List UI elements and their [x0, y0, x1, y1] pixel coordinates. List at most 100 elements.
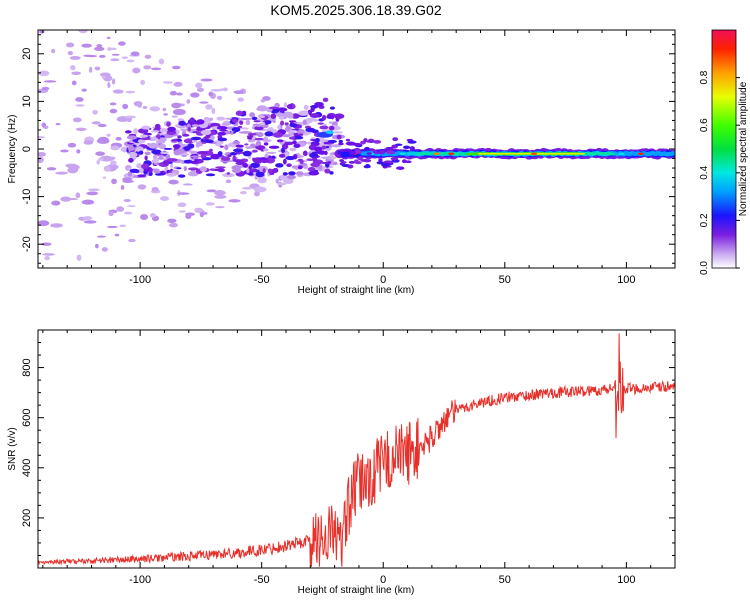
- spectrogram-cluster-mark: [273, 132, 283, 138]
- colorbar-tick-label: 0.2: [699, 213, 710, 227]
- spectrogram-cluster-mark: [310, 106, 315, 113]
- spectrogram-scatter-mark: [240, 191, 247, 195]
- spectrogram-scatter-mark: [196, 87, 205, 92]
- spectrogram-cluster-mark: [182, 133, 190, 137]
- spectrogram-scatter-mark: [55, 171, 69, 175]
- spectrogram-scatter-mark: [285, 125, 291, 132]
- spectrogram-cluster-mark: [268, 145, 280, 149]
- spectrogram-cluster-mark: [245, 146, 253, 149]
- spectrogram-scatter-mark: [195, 82, 203, 89]
- spectrogram-scatter-mark: [81, 43, 92, 48]
- spectrogram-cluster-mark: [253, 120, 261, 123]
- spectrogram-cluster-mark: [329, 171, 334, 175]
- spectrogram-scatter-mark: [68, 198, 79, 201]
- spectrogram-cluster-mark: [137, 139, 146, 144]
- spectrogram-scatter-mark: [83, 140, 94, 145]
- spectrogram-cluster-mark: [240, 158, 249, 163]
- spectrogram-scatter-mark: [110, 58, 120, 62]
- spectrogram-scatter-mark: [320, 156, 332, 159]
- spectrogram-scatter-mark: [257, 105, 268, 112]
- spectrogram-scatter-mark: [97, 123, 107, 128]
- spectrogram-scatter-mark: [272, 120, 276, 124]
- spectrogram-cluster-mark: [298, 133, 304, 136]
- spectrogram-scatter-mark: [120, 185, 125, 190]
- spectrogram-cluster-mark: [232, 159, 243, 163]
- spectrogram-scatter-mark: [101, 247, 108, 252]
- spectrogram-cluster-mark: [315, 137, 320, 143]
- spectrogram-line-mark: [390, 157, 399, 161]
- spectrogram-scatter-mark: [206, 189, 217, 193]
- spectrogram-line-mark: [381, 162, 390, 167]
- spectrogram-cluster-mark: [288, 136, 296, 140]
- spectrogram-line-mark: [338, 142, 344, 146]
- spectrogram-cluster-mark: [328, 125, 335, 131]
- spectrogram-scatter-mark: [253, 186, 267, 193]
- spectrogram-line-mark: [349, 154, 354, 158]
- spectrogram-scatter-mark: [121, 56, 128, 59]
- spectrogram-scatter-mark: [110, 160, 117, 166]
- spectrogram-cluster-mark: [183, 138, 195, 144]
- spectrogram-cluster-mark: [327, 161, 332, 164]
- spectrogram-scatter-mark: [168, 222, 179, 228]
- spectrogram-cluster-mark: [232, 118, 238, 123]
- spectrogram-cluster-mark: [252, 123, 261, 127]
- y-tick-label: 200: [21, 509, 33, 527]
- spectrogram-scatter-mark: [214, 195, 227, 199]
- spectrogram-line-mark: [580, 152, 586, 155]
- spectrogram-scatter-mark: [128, 238, 136, 243]
- spectrogram-scatter-mark: [67, 167, 78, 174]
- snr-panel: -100 -50 0 50 100 200 400 600 800 Height of str…: [7, 329, 676, 596]
- spectrogram-cluster-mark: [188, 167, 199, 171]
- x-tick-label: 100: [617, 274, 635, 286]
- spectrogram-cluster-mark: [270, 113, 277, 119]
- spectrogram-scatter-mark: [140, 79, 146, 85]
- spectrogram-line-mark: [536, 152, 542, 155]
- spectrogram-cluster-mark: [128, 158, 134, 163]
- spectrogram-cluster-mark: [319, 125, 329, 130]
- spectrogram-cluster-mark: [325, 145, 330, 149]
- spectrogram-line-mark: [373, 139, 382, 144]
- spectrogram-scatter-mark: [265, 151, 277, 154]
- spectrogram-cluster-mark: [280, 120, 285, 126]
- spectrogram-cluster-mark: [204, 139, 214, 144]
- spectrogram-cluster-mark: [208, 117, 214, 121]
- snr-x-label: Height of straight line (km): [298, 585, 415, 596]
- spectrogram-cluster-mark: [268, 106, 280, 110]
- spectrogram-cluster-mark: [187, 126, 191, 132]
- spectrogram-scatter-mark: [87, 188, 100, 192]
- spectrogram-scatter-mark: [95, 151, 105, 156]
- spectrogram-cluster-mark: [196, 119, 205, 125]
- spectrogram-scatter-mark: [92, 109, 98, 115]
- snr-series-line: [38, 333, 675, 567]
- spectrogram-cluster-mark: [246, 168, 250, 174]
- spectrogram-scatter-mark: [171, 115, 178, 118]
- spectrogram-y-label: Frequency (Hz): [7, 115, 18, 184]
- spectrogram-cluster-mark: [235, 144, 244, 148]
- y-tick-label: -10: [21, 189, 33, 205]
- spectrogram-scatter-mark: [127, 205, 136, 208]
- spectrogram-scatter-mark: [40, 268, 48, 273]
- spectrogram-cluster-mark: [139, 134, 149, 138]
- spectrogram-cluster-mark: [276, 107, 288, 112]
- y-tick-label: -20: [21, 236, 33, 252]
- spectrogram-line-mark: [558, 152, 564, 155]
- spectrogram-cluster-mark: [249, 168, 258, 173]
- y-tick-label: 10: [21, 95, 33, 107]
- spectrogram-scatter-mark: [70, 65, 76, 71]
- spectrogram-scatter-mark: [228, 199, 241, 203]
- spectrogram-scatter-mark: [55, 122, 61, 126]
- spectrogram-cluster-mark: [194, 158, 199, 163]
- spectrogram-line-mark: [518, 152, 524, 155]
- spectrogram-cluster-mark: [189, 117, 195, 123]
- spectrogram-cluster-mark: [192, 131, 200, 134]
- spectrogram-scatter-mark: [328, 121, 334, 124]
- spectrogram-scatter-mark: [41, 242, 52, 246]
- spectrogram-cluster-mark: [263, 142, 269, 146]
- spectrogram-cluster-mark: [298, 110, 309, 116]
- spectrogram-scatter-mark: [39, 30, 45, 34]
- spectrogram-scatter-mark: [283, 102, 287, 108]
- spectrogram-scatter-mark: [111, 178, 117, 185]
- spectrogram-cluster-mark: [141, 163, 150, 169]
- spectrogram-line-mark: [618, 152, 625, 155]
- spectrogram-scatter-mark: [199, 101, 209, 104]
